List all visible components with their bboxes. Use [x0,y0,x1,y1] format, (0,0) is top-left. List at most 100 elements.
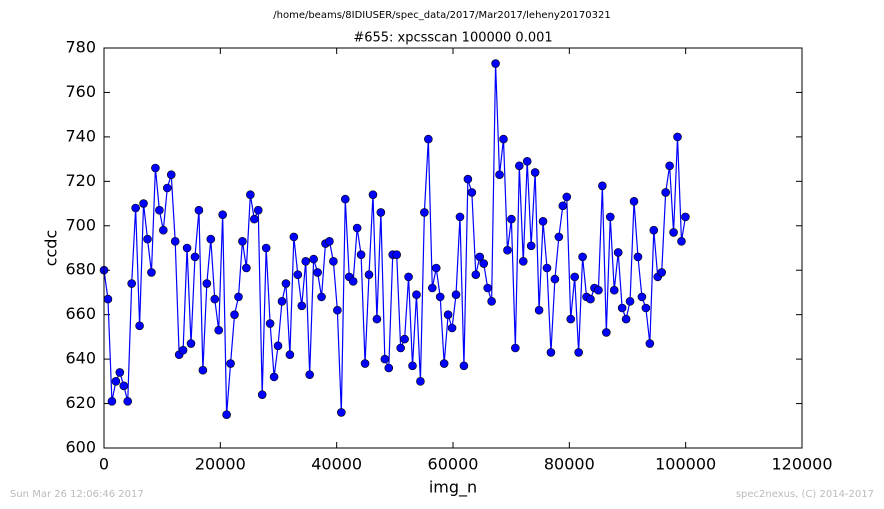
point [562,192,572,202]
point [257,390,267,399]
point [609,285,619,295]
y-tick-label: 640 [65,349,96,368]
point [538,217,548,226]
point [447,323,457,333]
point [515,161,524,171]
y-axis-label: ccdc [42,230,61,267]
point [162,183,172,193]
point [605,212,615,222]
point [234,292,243,302]
point [420,208,429,217]
point [317,292,326,302]
point [305,370,314,379]
point [439,359,449,368]
point [542,263,552,273]
point [131,203,140,213]
point [459,361,469,371]
point [455,212,465,222]
point [301,257,311,266]
point [681,212,690,222]
point [198,365,208,375]
point [261,243,271,253]
point [570,272,579,282]
point [475,252,485,262]
point [503,245,512,255]
point [479,259,489,268]
point [372,314,382,324]
x-tick-label: 80000 [544,455,595,474]
point [625,297,635,306]
point [170,237,180,246]
point [218,210,227,219]
x-tick-label: 40000 [311,455,362,474]
point [265,319,275,328]
point [602,328,611,337]
point [155,205,164,215]
timestamp: Sun Mar 26 12:06:46 2017 [10,489,144,500]
point [629,197,639,206]
point [491,59,500,68]
point [550,274,560,284]
point [574,348,583,357]
y-tick-label: 660 [65,304,96,323]
x-tick-label: 60000 [428,455,479,474]
suptitle: /home/beams/8IDIUSER/spec_data/2017/Mar2… [273,10,610,21]
point [151,163,160,173]
series-line [103,63,687,415]
point [598,181,607,191]
point [364,270,374,279]
x-tick-label: 20000 [195,455,246,474]
point [210,294,220,304]
point [147,268,156,277]
point [633,252,643,262]
x-tick-label: 100000 [655,455,716,474]
point [253,205,263,215]
point [412,290,421,299]
point [111,377,121,386]
point [340,194,350,204]
credit: spec2nexus, (C) 2014-2017 [736,489,874,500]
point [645,339,655,348]
point [269,372,279,382]
point [673,132,682,142]
point [368,190,378,199]
point [214,325,224,335]
point [443,310,453,319]
point [526,241,536,251]
point [463,174,473,184]
point [507,214,516,224]
point [431,263,441,273]
point [159,225,168,235]
point [297,301,307,311]
point [416,377,425,386]
point [534,305,544,315]
point [392,250,401,259]
point [483,283,492,293]
point [530,168,540,177]
point [230,310,239,319]
y-tick-label: 700 [65,215,96,234]
x-axis-label: img_n [429,478,477,498]
point [202,279,212,288]
point [242,263,251,273]
point [396,343,405,353]
point [665,161,674,171]
y-tick-label: 620 [65,393,96,412]
x-tick-label: 120000 [771,455,832,474]
point [281,279,291,288]
point [250,214,259,224]
point [329,257,338,266]
point [427,283,437,293]
point [360,359,370,368]
point [103,294,113,304]
point [578,252,587,262]
point [518,257,528,266]
point [135,321,144,331]
point [222,410,231,419]
point [408,361,417,371]
y-tick-label: 740 [65,126,96,145]
point [107,397,117,406]
y-tick-label: 780 [65,38,96,57]
point [522,157,532,166]
